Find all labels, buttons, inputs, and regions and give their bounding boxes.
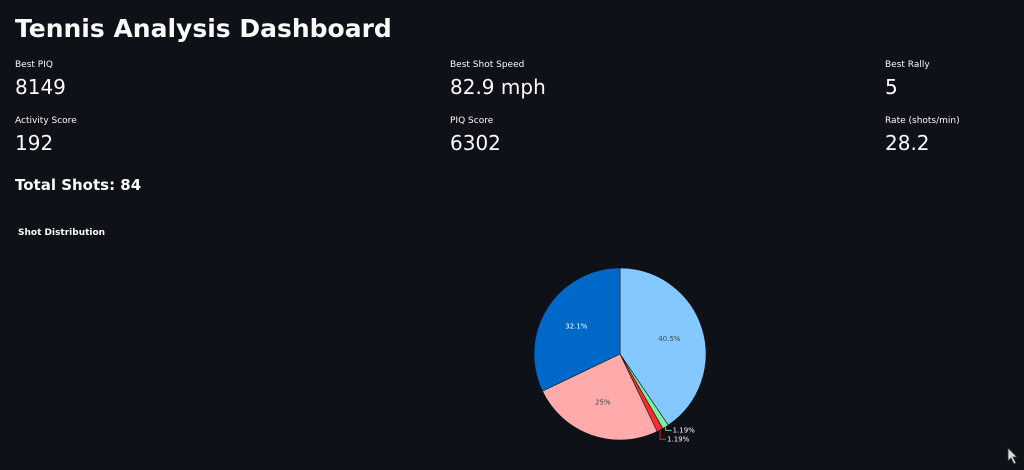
page-title: Tennis Analysis Dashboard <box>15 14 392 43</box>
metric: Activity Score 192 <box>15 116 77 155</box>
slice-label: 32.1% <box>565 322 588 330</box>
metric-label: Activity Score <box>15 116 77 126</box>
metric-label: Best PIQ <box>15 60 53 70</box>
slice-label: 1.19% <box>667 435 690 443</box>
metric-value: 192 <box>15 131 54 155</box>
metric: Best Rally 5 <box>885 60 930 99</box>
metric-value: 82.9 mph <box>450 75 546 99</box>
chart-title: Shot Distribution <box>18 228 106 238</box>
total-shots: Total Shots: 84 <box>15 176 142 194</box>
leader-line <box>665 426 672 431</box>
pie-slice <box>619 267 707 426</box>
slice-label: 25% <box>595 399 611 407</box>
pie-slice <box>533 267 621 392</box>
slice-label: 1.19% <box>673 426 696 434</box>
leader-line <box>659 430 667 440</box>
slice-label: 40.5% <box>658 335 681 343</box>
metric-value: 6302 <box>450 131 501 155</box>
pie-slice <box>542 353 658 441</box>
metric-label: Rate (shots/min) <box>885 116 960 126</box>
metric: Best Shot Speed 82.9 mph <box>450 60 546 99</box>
metric-value: 5 <box>885 75 898 99</box>
metric-value: 28.2 <box>885 131 930 155</box>
metric: PIQ Score 6302 <box>450 116 501 155</box>
metric-value: 8149 <box>15 75 66 99</box>
metric: Rate (shots/min) 28.2 <box>885 116 960 155</box>
cursor <box>1007 447 1018 465</box>
metric: Best PIQ 8149 <box>15 60 66 99</box>
metric-label: PIQ Score <box>450 116 494 126</box>
metric-label: Best Shot Speed <box>450 60 525 70</box>
metric-label: Best Rally <box>885 60 930 70</box>
